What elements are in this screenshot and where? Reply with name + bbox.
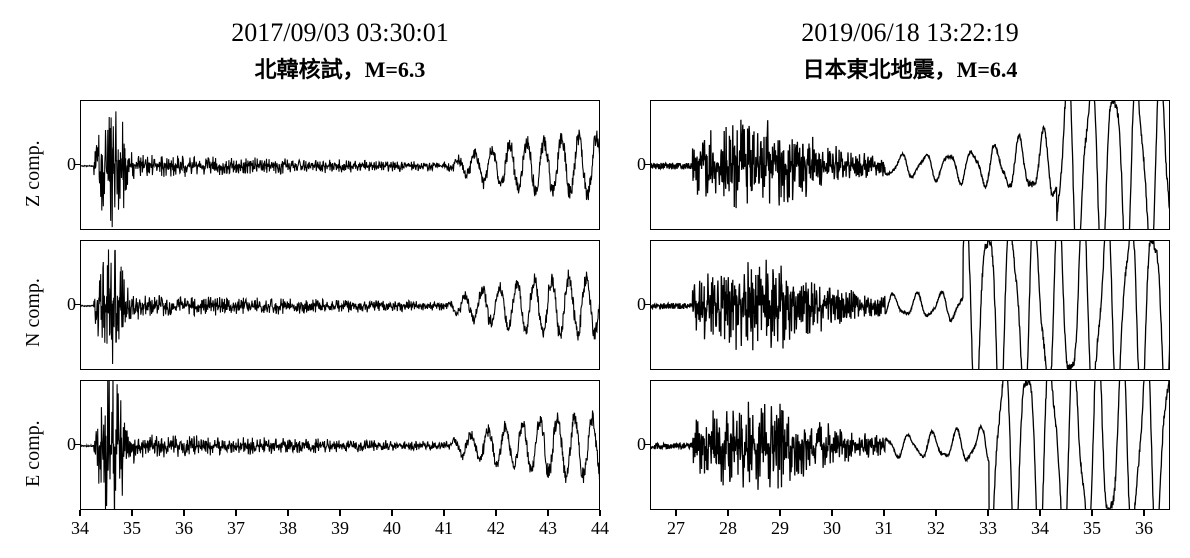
right-xtick-mark	[1039, 510, 1040, 516]
right-xtick-mark	[935, 510, 936, 516]
left-xtick-42: 42	[478, 518, 514, 539]
right-xtick-mark	[1091, 510, 1092, 516]
left-title: 2017/09/03 03:30:01	[80, 18, 600, 48]
right-xtick-35: 35	[1074, 518, 1110, 539]
left-xtick-44: 44	[582, 518, 618, 539]
left-subplot-e	[80, 380, 600, 510]
left-subplot-z	[80, 100, 600, 230]
left-ytick-mark	[74, 444, 80, 445]
left-subplot-n	[80, 240, 600, 370]
left-xtick-mark	[339, 510, 340, 516]
right-ytick-mark	[644, 164, 650, 165]
waveform	[81, 241, 600, 370]
left-xtick-mark	[287, 510, 288, 516]
ylabel-e-comp-: E comp.	[22, 420, 45, 487]
right-subplot-z	[650, 100, 1170, 230]
waveform	[651, 101, 1170, 230]
ylabel-z-comp-: Z comp.	[22, 140, 45, 207]
left-xtick-36: 36	[166, 518, 202, 539]
left-xtick-41: 41	[426, 518, 462, 539]
left-xtick-mark	[547, 510, 548, 516]
right-ytick-mark	[644, 444, 650, 445]
left-xtick-mark	[391, 510, 392, 516]
right-ytick-mark	[644, 304, 650, 305]
left-xtick-mark	[443, 510, 444, 516]
left-xtick-39: 39	[322, 518, 358, 539]
left-ytick-mark	[74, 304, 80, 305]
right-xtick-36: 36	[1126, 518, 1162, 539]
left-xtick-mark	[131, 510, 132, 516]
waveform	[81, 101, 600, 230]
right-title: 2019/06/18 13:22:19	[650, 18, 1170, 48]
right-xtick-mark	[831, 510, 832, 516]
left-xtick-mark	[599, 510, 600, 516]
left-xtick-mark	[235, 510, 236, 516]
right-subplot-e	[650, 380, 1170, 510]
left-xtick-37: 37	[218, 518, 254, 539]
right-xtick-mark	[883, 510, 884, 516]
seismogram-figure: 2017/09/03 03:30:01北韓核試，M=6.3Z comp.0N c…	[0, 0, 1190, 558]
left-xtick-38: 38	[270, 518, 306, 539]
right-xtick-mark	[779, 510, 780, 516]
right-xtick-33: 33	[970, 518, 1006, 539]
left-xtick-43: 43	[530, 518, 566, 539]
left-xtick-34: 34	[62, 518, 98, 539]
right-xtick-28: 28	[710, 518, 746, 539]
left-xtick-40: 40	[374, 518, 410, 539]
right-xtick-mark	[727, 510, 728, 516]
left-xtick-mark	[79, 510, 80, 516]
right-subtitle: 日本東北地震，M=6.4	[650, 52, 1170, 84]
right-xtick-31: 31	[866, 518, 902, 539]
right-xtick-29: 29	[762, 518, 798, 539]
ylabel-n-comp-: N comp.	[22, 278, 45, 347]
right-xtick-mark	[1143, 510, 1144, 516]
waveform	[81, 381, 600, 510]
right-xtick-34: 34	[1022, 518, 1058, 539]
left-xtick-mark	[495, 510, 496, 516]
waveform	[651, 381, 1170, 510]
left-ytick-mark	[74, 164, 80, 165]
waveform	[651, 241, 1170, 370]
right-xtick-27: 27	[658, 518, 694, 539]
right-subplot-n	[650, 240, 1170, 370]
left-subtitle: 北韓核試，M=6.3	[80, 52, 600, 84]
right-xtick-30: 30	[814, 518, 850, 539]
right-xtick-32: 32	[918, 518, 954, 539]
right-xtick-mark	[987, 510, 988, 516]
right-xtick-mark	[675, 510, 676, 516]
left-xtick-35: 35	[114, 518, 150, 539]
left-xtick-mark	[183, 510, 184, 516]
